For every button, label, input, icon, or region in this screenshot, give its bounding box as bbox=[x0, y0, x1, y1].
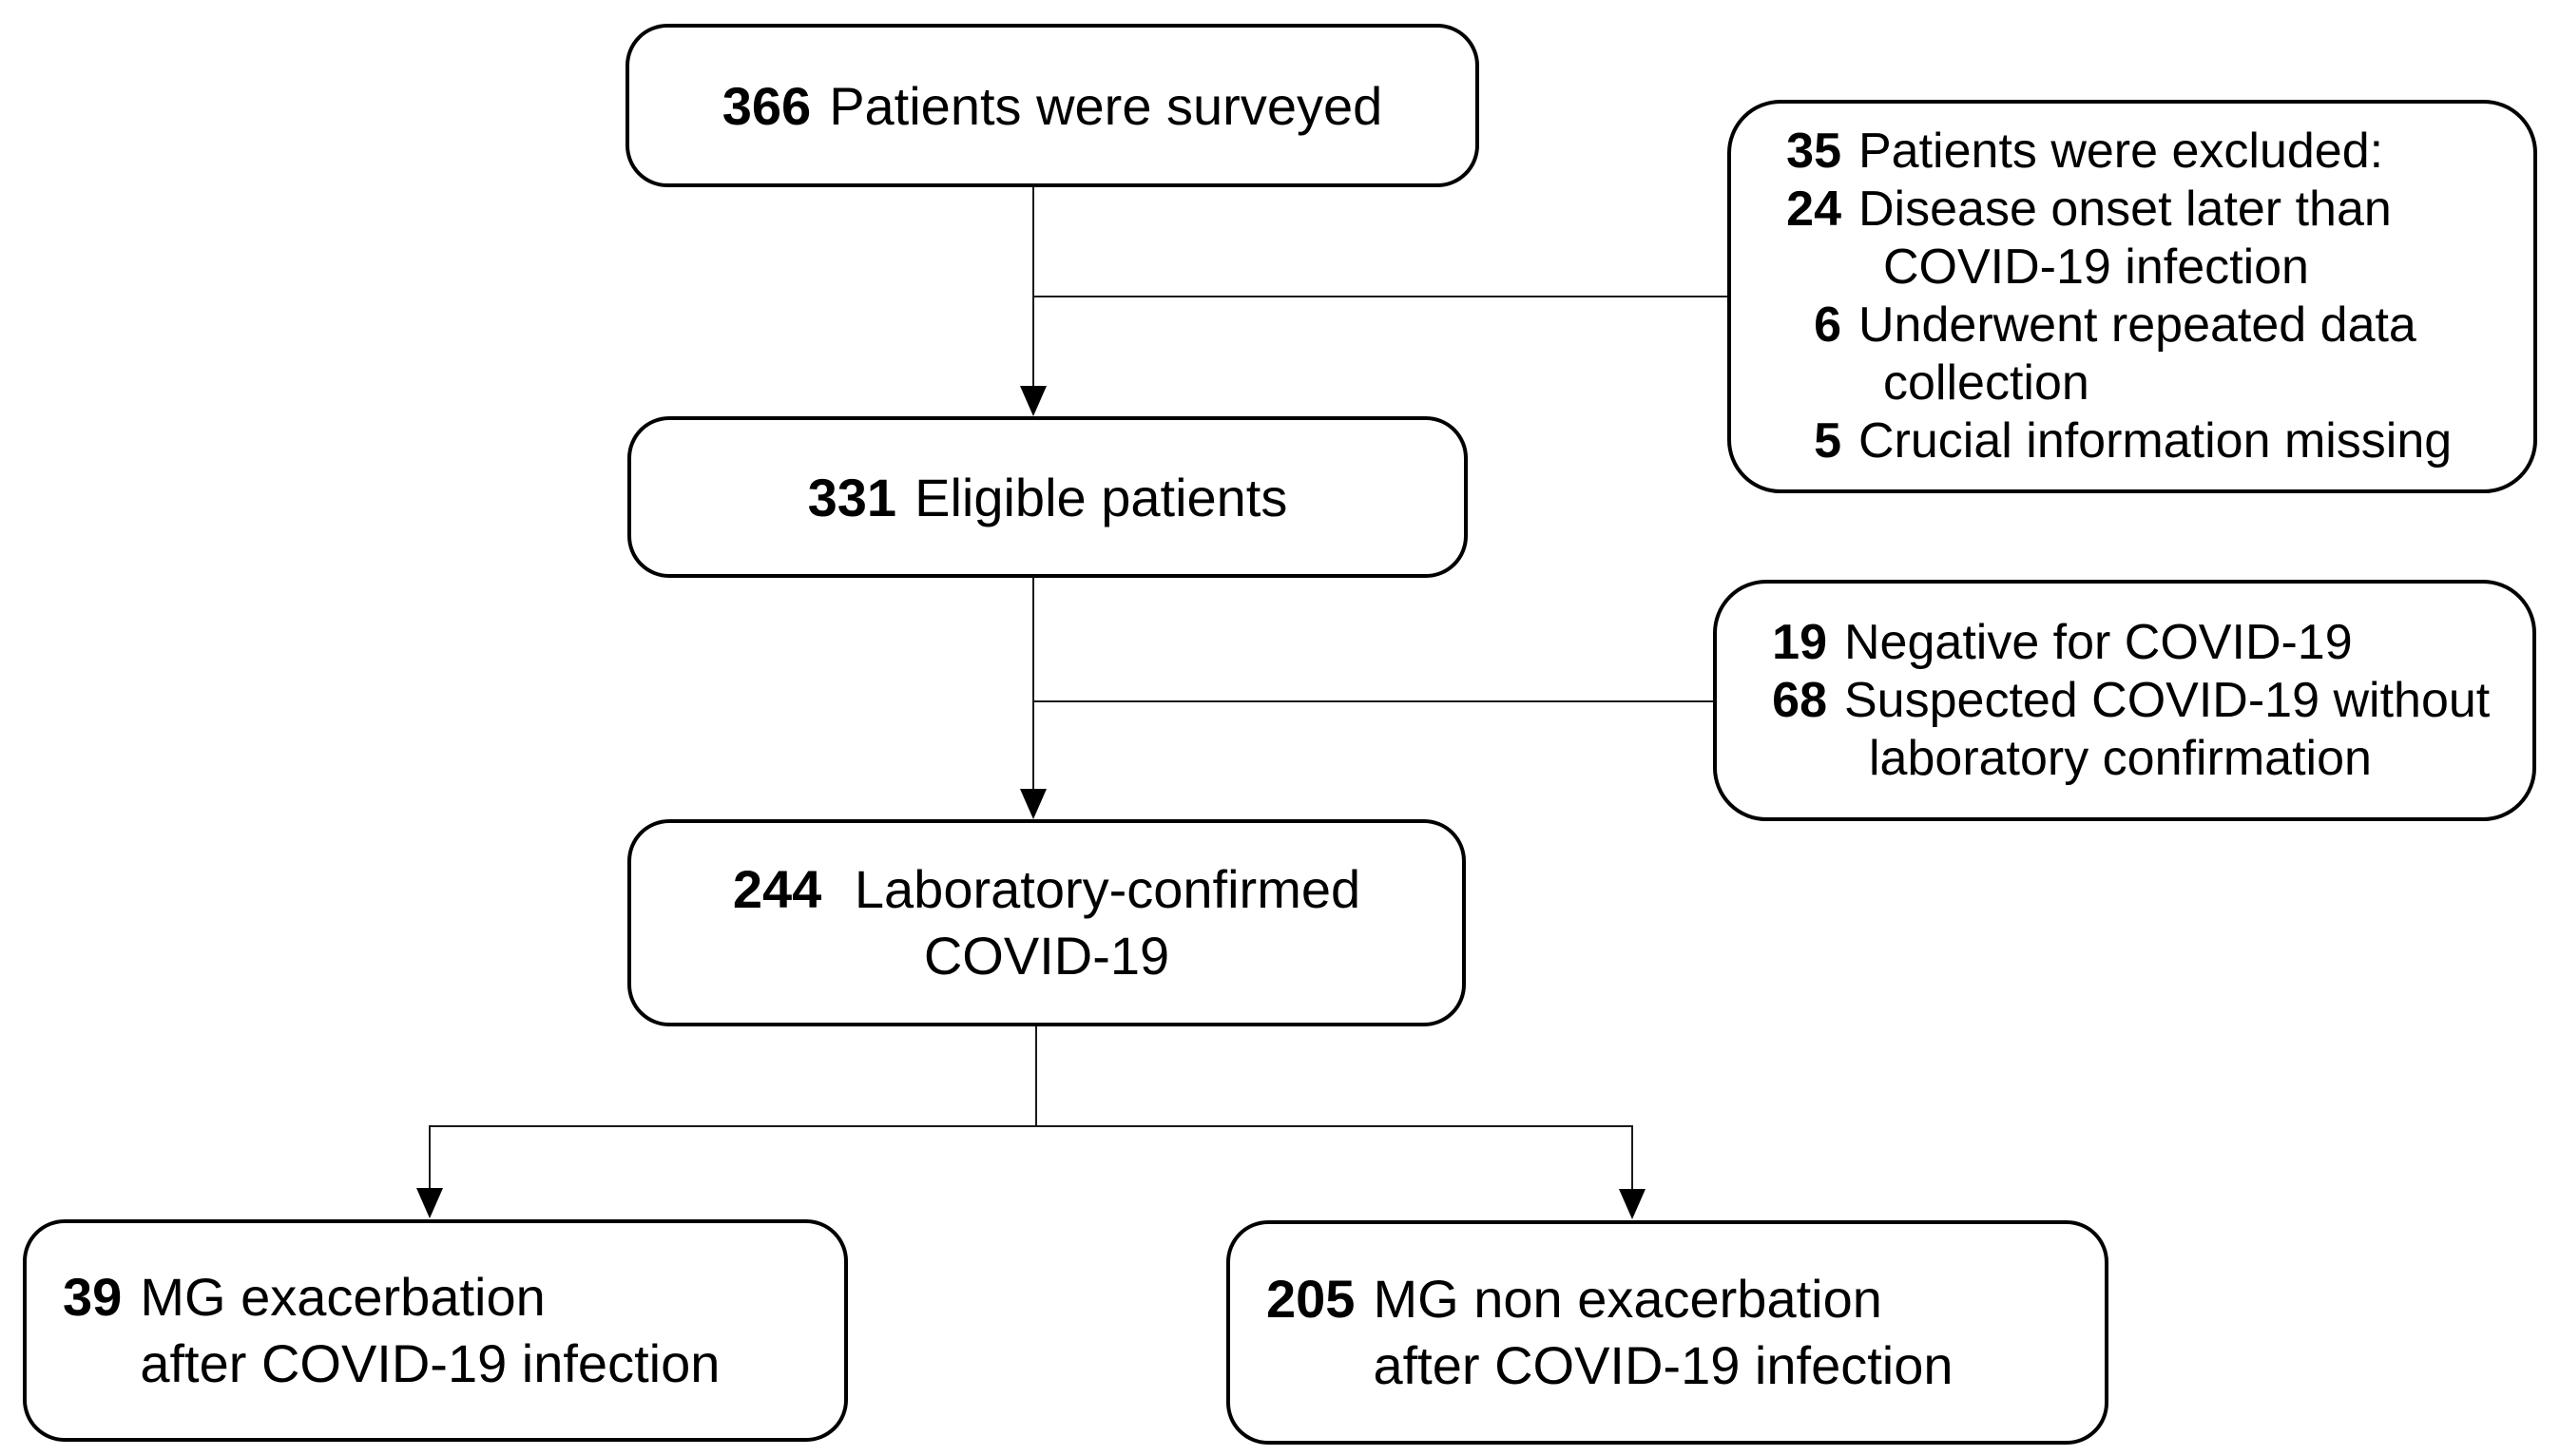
excluded-reason-text: Underwent repeated data bbox=[1858, 297, 2416, 353]
connector-branch-notconfirmed bbox=[1032, 700, 1713, 702]
excluded-reason-text: Crucial information missing bbox=[1858, 413, 2453, 469]
flow-box-eligible: 331 Eligible patients bbox=[627, 416, 1468, 578]
connector-surveyed-eligible bbox=[1032, 187, 1034, 391]
connector-split-horizontal bbox=[429, 1125, 1633, 1127]
connector-split-right bbox=[1631, 1125, 1633, 1193]
exacerbation-label-line2: after COVID-19 infection bbox=[140, 1333, 721, 1393]
connector-eligible-labconfirmed bbox=[1032, 578, 1034, 793]
negative-text: Negative for COVID-19 bbox=[1844, 614, 2353, 670]
arrowhead-non-exacerbation bbox=[1619, 1189, 1646, 1219]
negative-count: 19 bbox=[1772, 614, 1827, 670]
labconfirmed-label-line1: Laboratory-confirmed bbox=[854, 859, 1361, 919]
connector-branch-excluded bbox=[1032, 296, 1727, 297]
exacerbation-label-line1: MG exacerbation bbox=[140, 1267, 546, 1327]
eligible-label: Eligible patients bbox=[914, 467, 1288, 527]
flow-box-excluded: 35 Patients were excluded: 24 Disease on… bbox=[1727, 100, 2537, 493]
excluded-reason-text: Disease onset later than bbox=[1858, 182, 2392, 237]
excluded-reason-count bbox=[1769, 239, 1841, 297]
flow-box-surveyed: 366 Patients were surveyed bbox=[626, 24, 1479, 187]
non-exacerbation-label-line1: MG non exacerbation bbox=[1373, 1269, 1882, 1329]
non-exacerbation-count: 205 bbox=[1266, 1269, 1356, 1329]
flow-box-exacerbation: 39 MG exacerbation after COVID-19 infect… bbox=[23, 1219, 848, 1442]
connector-split-left bbox=[429, 1125, 431, 1192]
suspected-count: 68 bbox=[1772, 672, 1827, 728]
excluded-reason-count bbox=[1769, 354, 1841, 412]
excluded-reason-text-cont: collection bbox=[1883, 355, 2089, 411]
excluded-reason-text-cont: COVID-19 infection bbox=[1883, 239, 2309, 295]
connector-labconfirmed-split bbox=[1035, 1026, 1037, 1127]
arrowhead-labconfirmed bbox=[1020, 789, 1047, 819]
suspected-count-spacer bbox=[1755, 730, 1827, 788]
suspected-text-cont: laboratory confirmation bbox=[1869, 730, 2372, 786]
arrowhead-exacerbation bbox=[416, 1188, 443, 1218]
labconfirmed-count: 244 bbox=[732, 859, 822, 919]
exacerbation-count: 39 bbox=[63, 1267, 123, 1327]
excluded-count: 35 bbox=[1786, 124, 1841, 179]
excluded-reason-count: 6 bbox=[1814, 297, 1841, 353]
excluded-label: Patients were excluded: bbox=[1858, 124, 2384, 179]
suspected-text: Suspected COVID-19 without bbox=[1844, 672, 2491, 728]
arrowhead-eligible bbox=[1020, 386, 1047, 416]
flow-box-lab-confirmed: 244 Laboratory-confirmed COVID-19 bbox=[627, 819, 1466, 1026]
surveyed-label: Patients were surveyed bbox=[829, 75, 1383, 136]
flow-box-not-confirmed: 19 Negative for COVID-19 68 Suspected CO… bbox=[1713, 580, 2536, 821]
non-exacerbation-label-line2: after COVID-19 infection bbox=[1373, 1335, 1954, 1395]
excluded-reason-count: 5 bbox=[1814, 413, 1841, 469]
flow-box-non-exacerbation: 205 MG non exacerbation after COVID-19 i… bbox=[1226, 1220, 2108, 1445]
surveyed-count: 366 bbox=[722, 75, 812, 136]
eligible-count: 331 bbox=[807, 467, 897, 527]
labconfirmed-label-line2: COVID-19 bbox=[923, 926, 1170, 986]
excluded-reason-count: 24 bbox=[1786, 182, 1841, 237]
